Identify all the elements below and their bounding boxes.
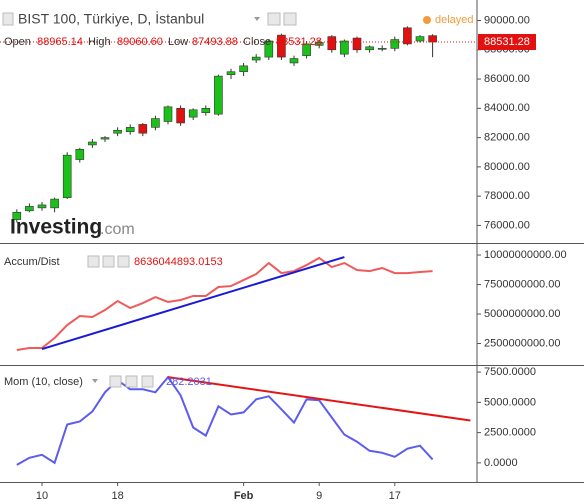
candle-body [428, 35, 437, 43]
ohlc-label: High [88, 36, 111, 48]
y-tick-label: 82000.00 [484, 132, 530, 144]
candle-body [377, 48, 387, 50]
candle-body [50, 198, 59, 209]
candle-body [125, 127, 135, 133]
indicator-value: 282.2031 [166, 376, 212, 388]
icon[interactable] [117, 255, 130, 268]
y-tick-label: 5000000000.00 [484, 308, 560, 320]
indicator-value: 8636044893.0153 [134, 256, 223, 268]
status-dot [423, 16, 431, 24]
candle-body [226, 71, 236, 75]
ohlc-label: Open [4, 36, 31, 48]
y-tick-label: 80000.00 [484, 161, 530, 173]
y-tick-label: 5000.0000 [484, 396, 536, 408]
close-icon[interactable] [283, 12, 297, 26]
candle-body [25, 206, 34, 212]
candle-body [176, 108, 185, 124]
indicator-line [16, 256, 433, 352]
y-tick-label: 7500000000.00 [484, 278, 560, 290]
x-tick-label: 10 [36, 490, 48, 502]
candle-body [88, 141, 97, 146]
indicator-title: Accum/Dist [4, 256, 60, 268]
logo: Investing [10, 216, 102, 239]
candle-body [113, 129, 122, 134]
icon[interactable] [141, 375, 154, 388]
icon[interactable] [87, 255, 100, 268]
status: delayed [435, 14, 474, 26]
y-tick-label: 86000.00 [484, 73, 530, 85]
ohlc-label: Close [243, 36, 271, 48]
y-tick-label: 2500.0000 [484, 427, 536, 439]
settings-icon[interactable] [267, 12, 281, 26]
candle-body [75, 149, 85, 160]
candle-body [314, 42, 324, 46]
candle-body [264, 40, 274, 58]
candle-body [251, 56, 261, 61]
candle-body [390, 39, 400, 49]
trendline [167, 376, 471, 422]
candle-body [100, 137, 110, 140]
icon[interactable] [102, 255, 115, 268]
x-tick-label: 9 [316, 490, 322, 502]
candle-body [12, 211, 22, 220]
candle-body [37, 204, 47, 209]
indicator-title: Mom (10, close) [4, 376, 83, 388]
candle-body [403, 27, 412, 45]
y-tick-label: 2500000000.00 [484, 337, 560, 349]
candle-body [188, 109, 198, 118]
last-price-tag [478, 33, 536, 50]
candle-body [352, 37, 362, 51]
candle-body [151, 118, 160, 128]
icon[interactable] [109, 375, 122, 388]
y-tick-label: 76000.00 [484, 219, 530, 231]
candle-body [277, 34, 286, 58]
ohlc-value: 89060.60 [117, 36, 163, 48]
candle-body [62, 154, 72, 198]
candle-body [163, 106, 173, 122]
y-tick-label: 84000.00 [484, 102, 530, 114]
candle-body [239, 65, 248, 73]
candle-body [415, 36, 425, 42]
candle-body [340, 40, 349, 55]
x-tick-label: 17 [389, 490, 401, 502]
ohlc-value: 87493.88 [192, 36, 238, 48]
ohlc-value: 88965.14 [37, 36, 83, 48]
candle-body [201, 108, 211, 114]
dropdown-arrow[interactable] [92, 379, 98, 383]
ohlc-label: Low [168, 36, 188, 48]
y-tick-label: 10000000000.00 [484, 249, 567, 261]
candle-body [289, 58, 299, 64]
candle-body [138, 124, 148, 134]
last-price-label: 88531.28 [484, 36, 530, 48]
indicator-line [16, 375, 434, 466]
x-tick-label: 18 [111, 490, 123, 502]
trendline [41, 256, 345, 351]
y-tick-label: 0.0000 [484, 457, 518, 469]
dropdown-arrow[interactable] [254, 17, 260, 21]
logo-suffix: .com [100, 221, 135, 238]
y-tick-label: 90000.00 [484, 14, 530, 26]
candle-body [327, 36, 337, 51]
icon[interactable] [125, 375, 138, 388]
candle-body [302, 43, 311, 56]
y-tick-label: 7500.0000 [484, 366, 536, 378]
candle-body [365, 46, 374, 51]
x-tick-label: Feb [234, 490, 254, 502]
ohlc-value: 88531.28 [276, 36, 322, 48]
y-tick-label: 78000.00 [484, 190, 530, 202]
icon[interactable] [2, 12, 14, 26]
chart-title: BIST 100, Türkiye, D, İstanbul [18, 10, 204, 27]
candle-body [214, 75, 223, 115]
